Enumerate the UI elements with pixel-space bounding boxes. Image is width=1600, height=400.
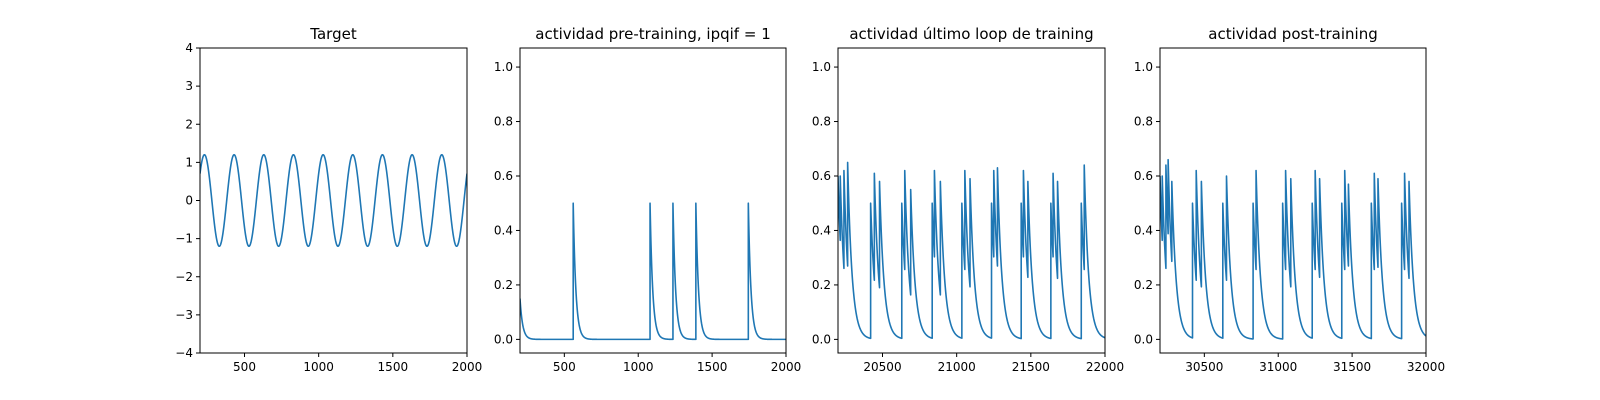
y-tick-label: 0.4 [1134, 223, 1153, 237]
chart-title: actividad último loop de training [849, 25, 1093, 43]
x-tick-label: 2000 [452, 360, 483, 374]
x-tick-label: 31500 [1333, 360, 1371, 374]
x-tick-label: 22000 [1086, 360, 1124, 374]
y-tick-label: 0.2 [1134, 278, 1153, 292]
chart-title: Target [309, 25, 357, 43]
series-line-4 [1160, 158, 1426, 340]
x-tick-label: 500 [233, 360, 256, 374]
series-line-3 [838, 161, 1105, 340]
subplot-3: actividad último loop de training 20500 21… [812, 25, 1124, 374]
y-tick-label: 0.6 [494, 169, 513, 183]
y-tick-label: 0.4 [812, 223, 831, 237]
y-tick-label: −3 [175, 308, 193, 322]
y-tick-label: 0.0 [494, 332, 513, 346]
x-tick-label: 1500 [378, 360, 409, 374]
y-tick-label: 0.8 [812, 115, 831, 129]
y-tick-label: 3 [185, 79, 193, 93]
y-tick-label: −1 [175, 232, 193, 246]
y-tick-label: 1.0 [812, 60, 831, 74]
y-tick-label: 2 [185, 117, 193, 131]
y-tick-label: 1.0 [494, 60, 513, 74]
y-tick-label: 0.4 [494, 223, 513, 237]
axes-frame [1159, 47, 1427, 354]
x-tick-label: 20500 [863, 360, 901, 374]
y-tick-label: 0 [185, 194, 193, 208]
y-tick-label: 0.6 [812, 169, 831, 183]
y-tick-label: 1 [185, 155, 193, 169]
y-tick-label: −4 [175, 346, 193, 360]
chart-title: actividad pre-training, ipqif = 1 [535, 25, 771, 43]
y-tick-label: 0.0 [1134, 332, 1153, 346]
series-line-1 [200, 153, 467, 248]
x-tick-label: 21000 [938, 360, 976, 374]
x-tick-label: 1500 [697, 360, 728, 374]
chart-title: actividad post-training [1208, 25, 1377, 43]
y-tick-label: −2 [175, 270, 193, 284]
subplot-2: actividad pre-training, ipqif = 1 500 1000… [494, 25, 801, 374]
y-tick-label: 0.8 [494, 115, 513, 129]
y-tick-label: 0.0 [812, 332, 831, 346]
axes-frame [519, 47, 787, 354]
y-tick-label: 4 [185, 41, 193, 55]
y-tick-label: 0.2 [812, 278, 831, 292]
axes-frame [199, 47, 468, 354]
x-tick-label: 500 [553, 360, 576, 374]
x-tick-label: 1000 [623, 360, 654, 374]
axes-frame [837, 47, 1106, 354]
x-tick-label: 31000 [1259, 360, 1297, 374]
y-tick-label: 0.8 [1134, 115, 1153, 129]
series-line-2 [520, 202, 786, 341]
x-tick-label: 2000 [771, 360, 802, 374]
y-tick-label: 1.0 [1134, 60, 1153, 74]
x-tick-label: 1000 [303, 360, 334, 374]
x-tick-label: 30500 [1185, 360, 1223, 374]
y-tick-label: 0.6 [1134, 169, 1153, 183]
y-tick-label: 0.2 [494, 278, 513, 292]
x-tick-label: 32000 [1407, 360, 1445, 374]
x-tick-label: 21500 [1012, 360, 1050, 374]
subplot-4: actividad post-training 30500 31000 31500 32… [1134, 25, 1445, 374]
subplot-1: Target 500 1000 1500 2000 −4 −3 −2 −1 0 1 2 3 4 [175, 25, 482, 374]
